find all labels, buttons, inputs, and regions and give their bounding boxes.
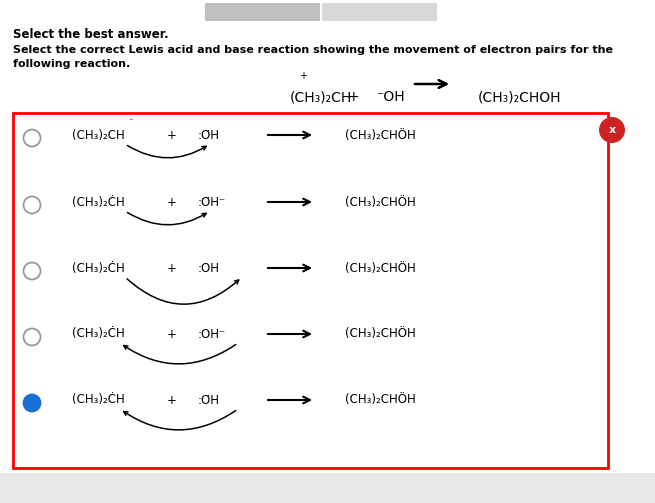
Text: +: + (167, 262, 177, 275)
Text: (CH₃)₂CH: (CH₃)₂CH (290, 90, 352, 104)
Text: (CH₃)₂CHÖH: (CH₃)₂CHÖH (345, 262, 416, 275)
Text: (CH₃)₂CH: (CH₃)₂CH (72, 128, 124, 141)
Text: (CH₃)₂CHÖH: (CH₃)₂CHÖH (345, 327, 416, 341)
Circle shape (599, 117, 625, 143)
Text: (CH₃)₂ĊH: (CH₃)₂ĊH (72, 196, 124, 209)
Text: Select the best answer.: Select the best answer. (13, 28, 168, 41)
Text: +: + (167, 393, 177, 406)
Bar (205, 3, 320, 21)
FancyArrowPatch shape (127, 279, 238, 304)
Text: +: + (299, 71, 307, 81)
Text: Select the correct Lewis acid and base reaction showing the movement of electron: Select the correct Lewis acid and base r… (13, 45, 613, 55)
Text: +: + (167, 327, 177, 341)
Text: (CH₃)₂CHOH: (CH₃)₂CHOH (478, 90, 561, 104)
Text: x: x (608, 125, 616, 135)
Text: following reaction.: following reaction. (13, 59, 130, 69)
Bar (0, 473, 655, 503)
Text: (CH₃)₂ĊH: (CH₃)₂ĊH (72, 327, 124, 341)
FancyArrowPatch shape (124, 410, 236, 430)
Text: (CH₃)₂ĊH: (CH₃)₂ĊH (72, 393, 124, 406)
Text: :ÖH: :ÖH (198, 393, 220, 406)
Text: :OH⁻: :OH⁻ (198, 327, 226, 341)
Text: +: + (347, 90, 359, 104)
Circle shape (24, 394, 41, 411)
Text: ⁻: ⁻ (128, 118, 133, 126)
Bar (322, 3, 437, 21)
Text: :OH: :OH (198, 262, 220, 275)
Text: (CH₃)₂ĊH: (CH₃)₂ĊH (72, 262, 124, 275)
FancyArrowPatch shape (127, 212, 206, 225)
FancyArrowPatch shape (124, 345, 236, 364)
Text: +: + (167, 128, 177, 141)
Text: ⁻OH: ⁻OH (376, 90, 405, 104)
Text: :ÖH⁻: :ÖH⁻ (198, 196, 226, 209)
Text: (CH₃)₂CHÖH: (CH₃)₂CHÖH (345, 393, 416, 406)
Text: (CH₃)₂CHÖH: (CH₃)₂CHÖH (345, 128, 416, 141)
Bar (13, 113, 608, 468)
Text: (CH₃)₂CHÖH: (CH₃)₂CHÖH (345, 196, 416, 209)
Text: :ÖH: :ÖH (198, 128, 220, 141)
FancyArrowPatch shape (127, 145, 206, 158)
Text: +: + (167, 196, 177, 209)
